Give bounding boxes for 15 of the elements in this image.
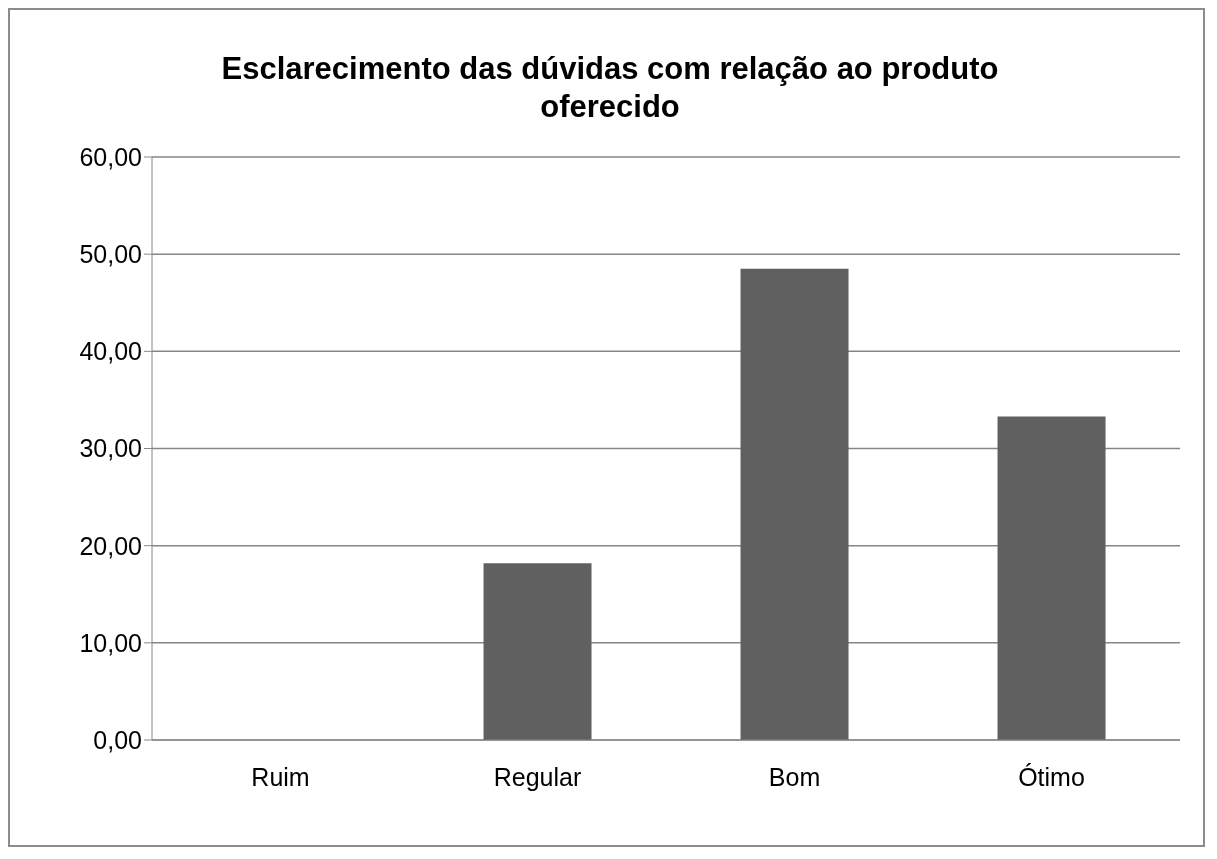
y-tick-label: 40,00 xyxy=(79,337,142,366)
y-tick-label: 30,00 xyxy=(79,434,142,463)
bar xyxy=(483,563,592,740)
y-tick-label: 10,00 xyxy=(79,628,142,657)
bar xyxy=(740,268,849,740)
x-tick-label: Ótimo xyxy=(1018,762,1085,791)
bar xyxy=(997,416,1106,740)
x-tick-label: Bom xyxy=(768,762,821,791)
y-tick-label: 20,00 xyxy=(79,531,142,560)
y-tick-label: 50,00 xyxy=(79,240,142,269)
y-tick-label: 60,00 xyxy=(79,142,142,171)
chart-title: Esclarecimento das dúvidas com relação ao produto oferecido xyxy=(220,50,1000,126)
y-tick-label: 0,00 xyxy=(93,725,142,754)
x-tick-label: Regular xyxy=(493,762,582,791)
x-tick-label: Ruim xyxy=(251,762,310,791)
